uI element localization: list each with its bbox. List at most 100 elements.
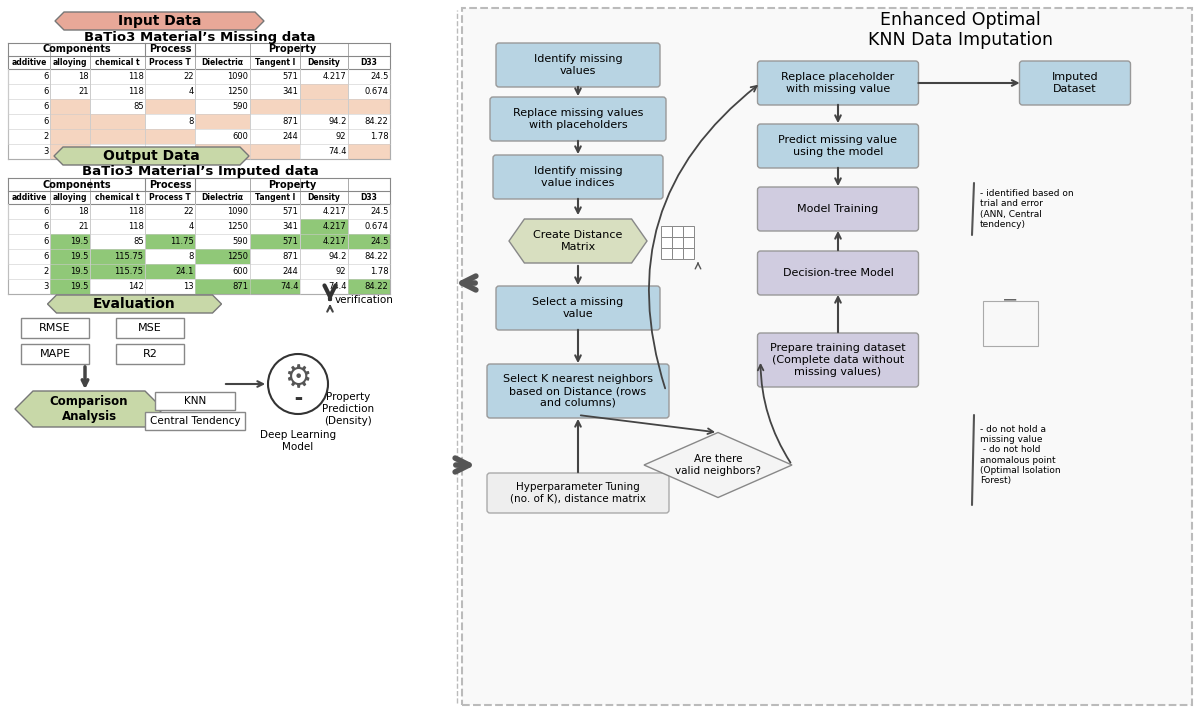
Text: 6: 6 <box>43 102 48 111</box>
Text: 6: 6 <box>43 222 48 231</box>
Bar <box>683 237 694 248</box>
Text: Imputed
Dataset: Imputed Dataset <box>1051 72 1098 94</box>
Text: 1250: 1250 <box>228 252 248 261</box>
Bar <box>50 114 90 129</box>
FancyBboxPatch shape <box>496 286 660 330</box>
Text: 115.75: 115.75 <box>114 252 144 261</box>
Text: 118: 118 <box>127 222 144 231</box>
Bar <box>50 219 90 234</box>
Text: D33: D33 <box>360 193 378 202</box>
Bar <box>300 249 348 264</box>
Text: 84.22: 84.22 <box>365 252 389 261</box>
Bar <box>145 114 194 129</box>
Text: 92: 92 <box>336 132 347 141</box>
Text: Central Tendency: Central Tendency <box>150 416 240 426</box>
Text: 84.22: 84.22 <box>365 282 389 291</box>
Bar <box>250 204 300 219</box>
Text: 244: 244 <box>283 267 299 276</box>
Text: 18: 18 <box>78 207 89 216</box>
Text: 571: 571 <box>283 72 299 81</box>
Text: MAPE: MAPE <box>40 349 71 359</box>
Text: 94.2: 94.2 <box>328 252 347 261</box>
Bar <box>250 264 300 279</box>
Bar <box>683 248 694 259</box>
Bar <box>116 344 184 364</box>
Text: Property: Property <box>269 44 317 54</box>
Text: Output Data: Output Data <box>103 149 200 163</box>
Text: 24.1: 24.1 <box>175 267 193 276</box>
Bar <box>661 226 672 237</box>
Bar <box>348 99 390 114</box>
Text: Density: Density <box>307 58 341 67</box>
FancyBboxPatch shape <box>1020 61 1130 105</box>
Bar <box>90 129 145 144</box>
Text: ▬: ▬ <box>294 394 302 403</box>
Bar <box>8 144 50 159</box>
Bar <box>194 219 250 234</box>
Bar <box>300 129 348 144</box>
Bar <box>145 264 194 279</box>
Text: 19.5: 19.5 <box>70 267 89 276</box>
Text: D33: D33 <box>360 58 378 67</box>
Bar <box>194 84 250 99</box>
Bar <box>145 69 194 84</box>
Bar <box>90 114 145 129</box>
Text: Replace missing values
with placeholders: Replace missing values with placeholders <box>512 108 643 130</box>
Bar <box>8 219 50 234</box>
Text: 8: 8 <box>188 117 193 126</box>
Bar <box>250 69 300 84</box>
Text: Process: Process <box>149 180 191 190</box>
Text: 1.78: 1.78 <box>370 267 389 276</box>
Text: 118: 118 <box>127 87 144 96</box>
Text: 74.4: 74.4 <box>328 282 347 291</box>
Bar <box>90 234 145 249</box>
Bar <box>50 279 90 294</box>
Text: 0.674: 0.674 <box>365 222 389 231</box>
Bar <box>145 234 194 249</box>
Text: 871: 871 <box>233 282 248 291</box>
Text: Process T: Process T <box>149 193 191 202</box>
Polygon shape <box>14 391 163 427</box>
Text: Deep Learning
Model: Deep Learning Model <box>260 430 336 451</box>
Bar <box>22 344 89 364</box>
Text: Are there
valid neighbors?: Are there valid neighbors? <box>674 454 761 476</box>
Text: Density: Density <box>307 193 341 202</box>
Text: KNN: KNN <box>184 396 206 406</box>
Text: 571: 571 <box>283 237 299 246</box>
Bar <box>348 279 390 294</box>
Text: Select K nearest neighbors
based on Distance (rows
and columns): Select K nearest neighbors based on Dist… <box>503 374 653 408</box>
Bar <box>348 129 390 144</box>
Bar <box>348 144 390 159</box>
Text: Process: Process <box>149 44 191 54</box>
Text: 13: 13 <box>182 282 193 291</box>
Bar <box>300 114 348 129</box>
Bar <box>250 129 300 144</box>
Text: 118: 118 <box>127 207 144 216</box>
Bar <box>300 219 348 234</box>
Text: - identified based on
trial and error
(ANN, Central
tendency): - identified based on trial and error (A… <box>980 189 1074 229</box>
Text: 8: 8 <box>188 252 193 261</box>
Text: 142: 142 <box>127 147 144 156</box>
Text: 0.674: 0.674 <box>365 87 389 96</box>
Text: 74.4: 74.4 <box>328 147 347 156</box>
Text: 4.217: 4.217 <box>323 207 347 216</box>
Text: 4.217: 4.217 <box>323 72 347 81</box>
Bar <box>90 219 145 234</box>
Polygon shape <box>54 147 250 165</box>
Text: 24.5: 24.5 <box>370 72 389 81</box>
Text: 19.5: 19.5 <box>70 237 89 246</box>
Polygon shape <box>48 295 222 313</box>
Bar <box>8 99 50 114</box>
Text: 22: 22 <box>182 72 193 81</box>
Text: ⚙: ⚙ <box>284 364 312 394</box>
Text: Tangent l: Tangent l <box>254 193 295 202</box>
Text: MSE: MSE <box>138 323 162 333</box>
Text: 571: 571 <box>283 207 299 216</box>
Text: Create Distance
Matrix: Create Distance Matrix <box>533 230 623 252</box>
Text: 85: 85 <box>133 237 144 246</box>
Bar <box>8 279 50 294</box>
Text: 1.78: 1.78 <box>370 132 389 141</box>
Bar <box>90 99 145 114</box>
Text: 1090: 1090 <box>228 207 248 216</box>
Bar <box>300 69 348 84</box>
